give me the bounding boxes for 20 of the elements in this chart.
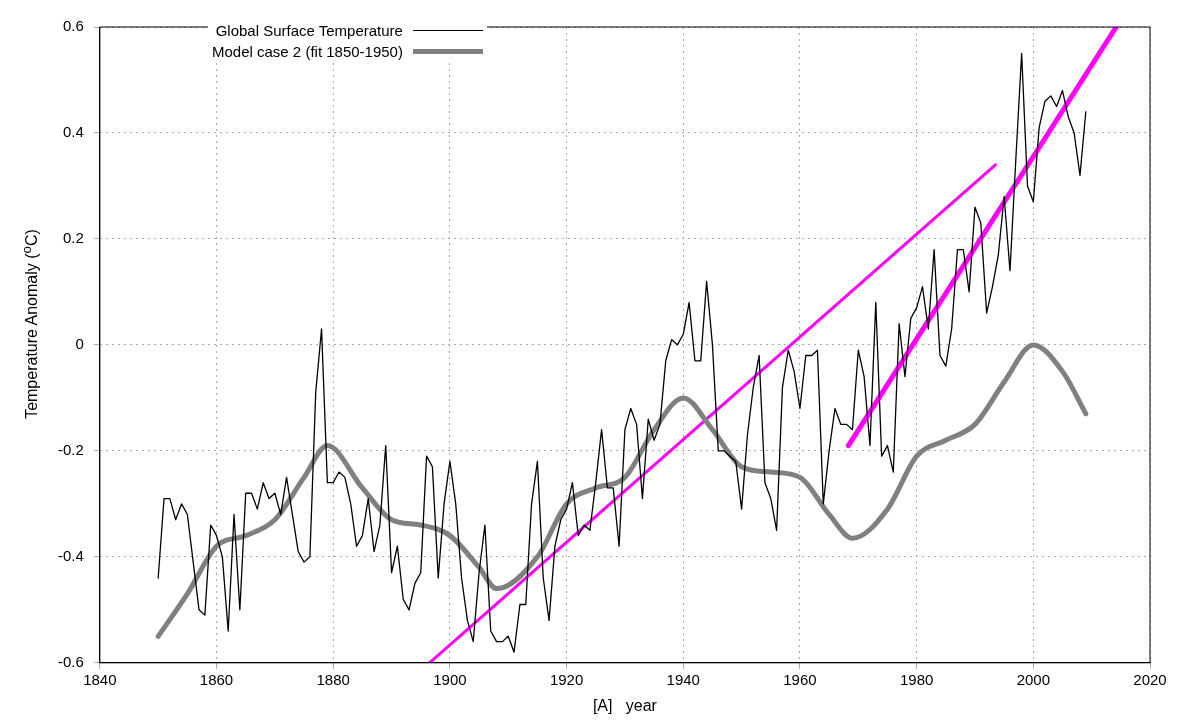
x-tick-label: 1940 [666,670,700,688]
y-tick-label: 0.4 [62,123,84,141]
legend-label: Model case 2 (fit 1850-1950) [212,43,403,60]
x-tick-label: 1900 [433,670,467,688]
y-tick-label: -0.2 [57,441,84,459]
x-tick-label: 2020 [1133,670,1167,688]
x-tick-label: 1980 [899,670,934,688]
x-axis-title: [A] year [592,696,658,714]
x-tick-label: 2000 [1016,670,1050,688]
x-tick-label: 1920 [549,670,584,688]
y-tick-label: 0.6 [62,17,84,35]
x-tick-label: 1860 [199,670,234,688]
legend-label: Global Surface Temperature [215,22,403,39]
x-tick-label: 1960 [783,670,817,688]
y-tick-label: 0.2 [62,229,84,247]
x-tick-label: 1880 [316,670,350,688]
x-tick-label: 1840 [83,670,117,688]
y-tick-label: -0.6 [57,652,84,670]
y-tick-label: 0 [75,335,84,353]
y-tick-label: -0.4 [57,546,84,564]
